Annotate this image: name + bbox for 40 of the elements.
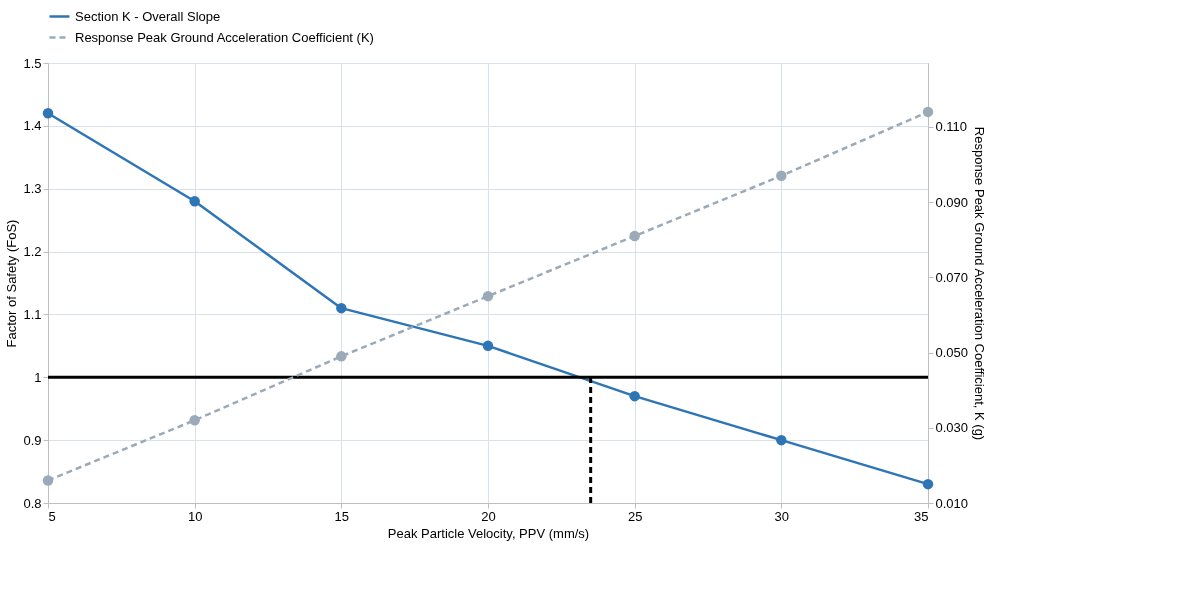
x-tick-label: 20 [481,508,496,524]
point [776,434,787,446]
point [922,106,934,118]
x-tick-label: 5 [48,508,56,524]
y-tick-label: 1.2 [23,244,42,260]
point [482,340,494,352]
point [482,290,494,302]
legend-label: Response Peak Ground Acceleration Coefficient (K) [75,29,374,45]
y-tick-label: 0.8 [23,495,42,511]
x-tick-label: 15 [334,508,350,524]
point [189,196,200,207]
point [336,302,347,314]
x-tick-label: 35 [914,508,929,524]
y-tick-label: 1.5 [23,55,42,71]
y-tick-label: 1.1 [23,306,42,322]
y-tick-label: 0.9 [23,432,42,448]
point [776,170,787,182]
x-axis-title: Peak Particle Velocity, PPV (mm/s) [387,525,590,541]
y2-tick-label: 0.110 [935,119,968,135]
point [629,390,640,402]
y2-tick-label: 0.010 [935,495,969,511]
x-tick-label: 30 [774,508,790,524]
y2-tick-label: 0.090 [935,194,969,210]
y-tick-label: 1.3 [23,181,42,197]
y2-tick-label: 0.070 [935,269,969,285]
point [42,475,54,486]
y-tick-label: 1 [34,369,42,385]
point [922,478,934,490]
legend-label: Section K - Overall Slope [75,8,221,24]
y-tick-label: 1.4 [23,118,42,134]
point [189,415,200,426]
point [336,351,347,362]
x-tick-label: 10 [187,508,203,524]
point [42,108,54,119]
y2-tick-label: 0.030 [935,420,969,436]
y-axis-title: Factor of Safety (FoS) [4,219,20,348]
y2-axis-title: Response Peak Ground Acceleration Coefficient, K (g) [972,126,988,441]
point [629,230,640,242]
x-tick-label: 25 [627,508,643,524]
y2-tick-label: 0.050 [935,345,969,361]
